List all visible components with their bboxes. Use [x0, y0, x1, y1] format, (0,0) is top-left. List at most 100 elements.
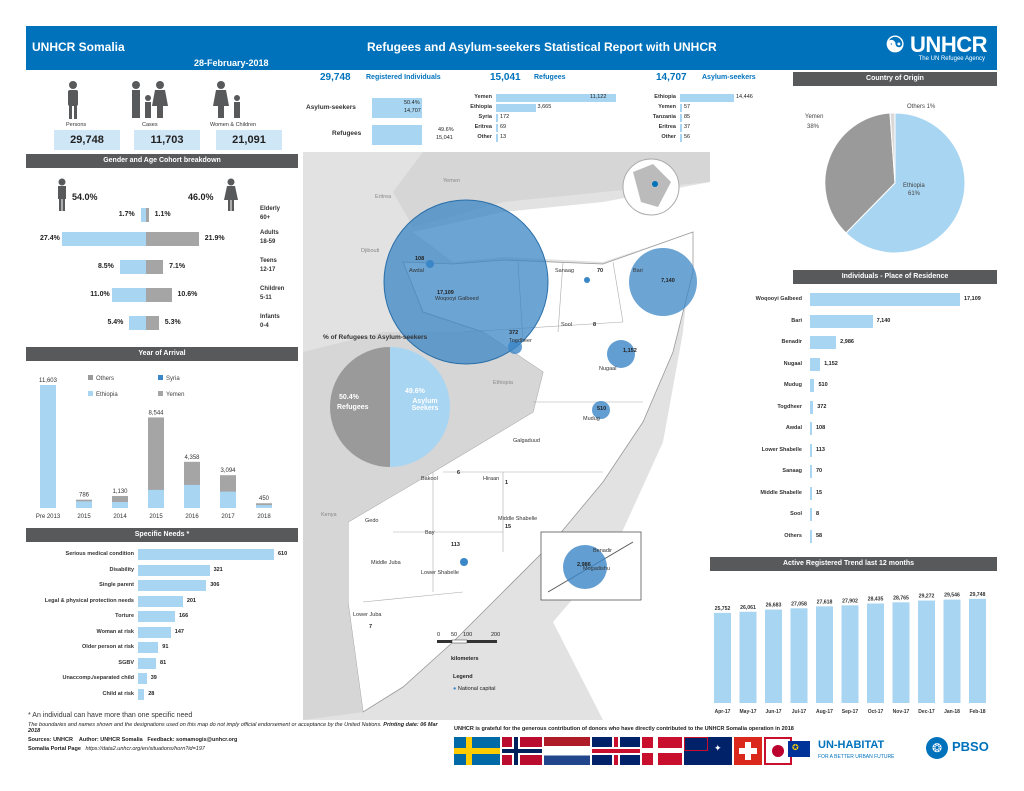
ratio-asy-pct: 49.6% — [405, 388, 425, 395]
needs-category-label: Disability — [109, 566, 134, 573]
residence-category-label: Sanaag — [782, 468, 802, 474]
asy-origin-value: 37 — [684, 124, 691, 130]
needs-value: 147 — [174, 628, 184, 635]
legend-text-others: Others — [96, 376, 114, 382]
ref-origin-label: Yemen — [474, 94, 492, 100]
trend-month-label: Feb-18 — [969, 709, 985, 715]
needs-bar — [138, 626, 171, 638]
map-region-label: Togdheer — [509, 338, 532, 344]
trend-bar — [943, 599, 961, 703]
pie-others-label: Others 1% — [907, 104, 936, 110]
legend-text-syria: Syria — [166, 376, 180, 382]
map-region-label: Nugaal — [599, 366, 617, 372]
female-pct: 46.0% — [188, 192, 214, 202]
residence-category-label: Mudug — [783, 382, 802, 388]
needs-bar — [138, 580, 207, 591]
gender-male-bar — [129, 316, 146, 330]
somalia-map[interactable]: Eritrea Yemen Djibouti Ethiopia Kenya Awdal Wo… — [303, 152, 710, 720]
arrival-bar-ethiopia — [76, 501, 92, 508]
gender-female-bar — [146, 232, 199, 246]
residence-value: 15 — [816, 489, 823, 496]
pie-slice-yemen — [824, 112, 896, 234]
arrival-value-label: 3,094 — [220, 468, 236, 474]
pie-yemen-pct: 38% — [807, 124, 820, 130]
needs-category-label: Older person at risk — [82, 644, 134, 650]
pie-ethiopia-pct: 61% — [908, 191, 921, 197]
map-region-label: Mudug — [583, 416, 600, 422]
asy-origin-bar — [680, 94, 734, 102]
map-region-label: Kenya — [321, 512, 337, 518]
gender-age-panel: 54.0% 46.0% 1.7% 1.1% Elderly 60+ 27.4% 21.9%… — [26, 170, 298, 345]
ratio-ref-label: Refugees — [337, 404, 369, 411]
ref-origin-label: Syria — [478, 114, 492, 120]
arrival-category-label: 2018 — [257, 514, 271, 520]
persons-count: 29,748 — [54, 130, 120, 150]
gender-cohort-label: Adults — [260, 230, 279, 236]
gender-cohort-sub: 5-11 — [260, 295, 272, 301]
needs-footnote: * An individual can have more than one s… — [28, 712, 193, 719]
gender-male-value: 5.4% — [107, 319, 124, 326]
women-children-count: 21,091 — [216, 130, 282, 150]
needs-value: 166 — [179, 613, 189, 619]
bubble-woqooyi — [383, 199, 549, 365]
legend-title: Legend — [453, 674, 473, 680]
needs-category-label: Child at risk — [102, 690, 134, 697]
un-emblem-icon: ❂ — [926, 737, 948, 759]
map-value-midshab: 15 — [505, 524, 512, 530]
asy-origin-value: 85 — [684, 114, 691, 120]
arrival-bar-others — [112, 496, 128, 508]
trend-value-label: 29,272 — [919, 594, 935, 600]
gender-title: Gender and Age Cohort breakdown — [26, 154, 298, 168]
trend-bar — [969, 598, 986, 703]
flag-australia: ✦ — [684, 737, 732, 765]
trend-value-label: 28,435 — [868, 596, 884, 602]
country-origin-pie: Ethiopia 61% Yemen 38% Others 1% — [793, 88, 997, 264]
map-value-bakool: 6 — [457, 470, 461, 476]
arrival-category-label: 2015 — [77, 514, 91, 520]
needs-value: 306 — [210, 582, 220, 588]
residence-category-label: Woqooyi Galbeed — [755, 296, 802, 302]
arrival-bar-ethiopia — [184, 484, 200, 508]
status-asylum-val: 14,707 — [404, 108, 421, 114]
status-asylum-label: Asylum-seekers — [306, 104, 356, 111]
needs-value: 321 — [213, 566, 223, 573]
arrival-chart: Others Syria Ethiopia Yemen 11,603 Pre 2013 78… — [26, 363, 298, 523]
trend-month-label: Dec-17 — [918, 709, 935, 715]
unhcr-logo-sub: The UN Refugee Agency — [918, 56, 985, 62]
gender-female-value: 1.1% — [154, 211, 171, 218]
pbso-logo: ❂ PBSO — [926, 737, 992, 765]
bubble-sanaag — [584, 277, 590, 283]
gender-male-bar — [112, 288, 146, 302]
female-icon — [224, 178, 238, 211]
flag-japan — [764, 737, 792, 765]
male-pct: 54.0% — [72, 192, 98, 202]
trend-value-label: 27,902 — [842, 598, 858, 604]
residence-category-label: Bari — [791, 317, 802, 324]
residence-value: 17,109 — [964, 296, 981, 302]
trend-bar — [816, 606, 833, 703]
map-value-lowshab: 113 — [451, 542, 460, 548]
report-header: UNHCR Somalia Refugees and Asylum-seeker… — [26, 26, 997, 70]
legend-swatch-others — [88, 375, 93, 380]
flag-uk — [592, 737, 640, 765]
needs-bar — [138, 595, 183, 607]
residence-value: 8 — [816, 511, 820, 517]
asy-origin-bar — [680, 114, 682, 122]
asy-origin-label: Eritrea — [658, 124, 676, 130]
trend-value-label: 29,748 — [970, 592, 986, 598]
ref-origin-value: 69 — [500, 124, 507, 130]
flag-denmark — [642, 737, 682, 765]
residence-bar — [810, 400, 814, 414]
arrival-value-label: 8,544 — [148, 410, 164, 416]
asy-origin-bar — [680, 124, 682, 132]
needs-category-label: Unaccomp./separated child — [62, 675, 134, 681]
trend-bar — [918, 600, 935, 703]
map-value-hiraan: 1 — [505, 480, 509, 486]
ratio-asy-label: Asylum Seekers — [411, 398, 439, 412]
portal-link[interactable]: https://data2.unhcr.org/en/situations/ho… — [85, 746, 205, 752]
scale-100: 100 — [463, 632, 473, 638]
map-value-awdal: 108 — [415, 256, 425, 262]
trend-bar — [892, 602, 910, 703]
bubble-benadir — [563, 545, 607, 589]
map-value-sanaag: 70 — [597, 268, 604, 274]
